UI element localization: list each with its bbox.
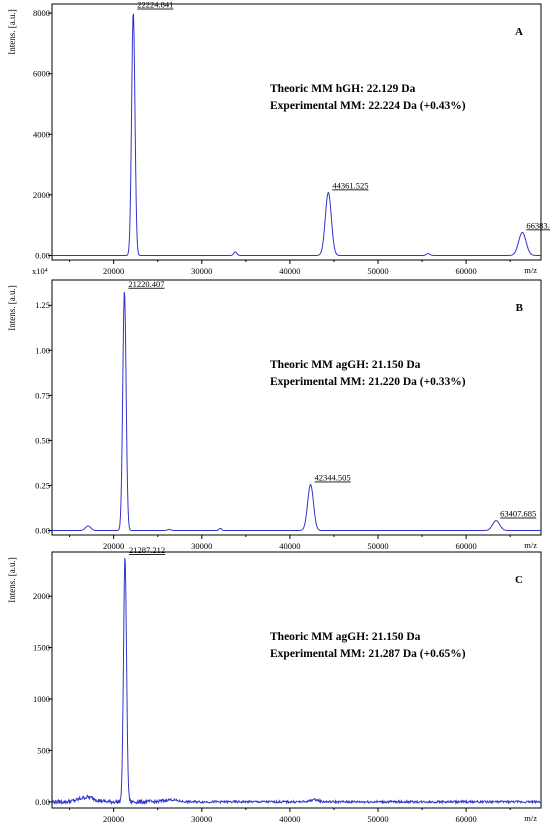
x-axis-label: m/z bbox=[524, 540, 537, 550]
mass-annotation: Experimental MM: 21.220 Da (+0.33%) bbox=[270, 376, 466, 388]
mass-annotation: Theoric MM hGH: 22.129 Da bbox=[270, 83, 416, 95]
y-tick-label: 4000 bbox=[33, 129, 50, 139]
x-tick-label: 50000 bbox=[367, 541, 388, 551]
y-tick-label: 1500 bbox=[33, 643, 50, 653]
x-tick-label: 40000 bbox=[279, 814, 300, 824]
y-tick-label: 1.25 bbox=[35, 300, 50, 310]
plot-frame bbox=[51, 279, 542, 536]
y-tick-label: 0.00 bbox=[35, 797, 50, 807]
x-tick-label: 30000 bbox=[191, 814, 212, 824]
y-exponent-label: x10⁴ bbox=[32, 266, 48, 276]
mass-annotation: Theoric MM agGH: 21.150 Da bbox=[270, 359, 421, 371]
spectrum-trace bbox=[52, 13, 541, 256]
y-tick-label: 500 bbox=[37, 745, 50, 755]
x-tick-label: 30000 bbox=[191, 266, 212, 276]
spectrum-panel-c: 20000 30000 40000 50000 60000 0.00 500 1000 1500… bbox=[7, 545, 542, 824]
peak-label: 44361.525 bbox=[332, 180, 368, 190]
x-tick-label: 30000 bbox=[191, 541, 212, 551]
x-tick-label: 50000 bbox=[367, 266, 388, 276]
x-tick-label: 20000 bbox=[103, 814, 124, 824]
y-tick-label: 0.75 bbox=[35, 390, 50, 400]
x-axis-label: m/z bbox=[524, 265, 537, 275]
y-tick-label: 0.25 bbox=[35, 480, 50, 490]
mass-annotation: Theoric MM agGH: 21.150 Da bbox=[270, 631, 421, 643]
x-tick-label: 50000 bbox=[367, 814, 388, 824]
peak-label: 21220.407 bbox=[128, 279, 164, 289]
y-axis-label: Intens. [a.u.] bbox=[7, 557, 17, 602]
y-tick-label: 2000 bbox=[33, 591, 50, 601]
spectrum-trace bbox=[51, 557, 542, 806]
mass-annotation: Experimental MM: 21.287 Da (+0.65%) bbox=[270, 648, 466, 660]
x-tick-label: 40000 bbox=[279, 541, 300, 551]
x-tick-label: 60000 bbox=[455, 814, 476, 824]
y-tick-label: 1.00 bbox=[35, 345, 50, 355]
panel-letter: A bbox=[515, 26, 523, 38]
spectrum-trace bbox=[52, 291, 541, 531]
y-axis-label: Intens. [a.u.] bbox=[7, 285, 17, 330]
panel-letter: B bbox=[516, 302, 524, 314]
y-tick-label: 0.00 bbox=[35, 525, 50, 535]
plot-frame bbox=[51, 551, 542, 809]
x-tick-label: 20000 bbox=[103, 266, 124, 276]
spectrum-panel-a: 20000 30000 40000 50000 60000 0.00 2000 4000 600… bbox=[7, 0, 550, 276]
peak-label: 42344.505 bbox=[315, 473, 351, 483]
x-tick-label: 60000 bbox=[455, 266, 476, 276]
y-tick-label: 1000 bbox=[33, 694, 50, 704]
y-tick-label: 0.50 bbox=[35, 435, 50, 445]
mass-annotation: Experimental MM: 22.224 Da (+0.43%) bbox=[270, 100, 466, 112]
x-axis-label: m/z bbox=[524, 813, 537, 823]
peak-label: 63407.685 bbox=[500, 509, 536, 519]
peak-label: 66383.299 bbox=[526, 220, 550, 230]
y-tick-label: 6000 bbox=[33, 69, 50, 79]
y-tick-label: 2000 bbox=[33, 190, 50, 200]
x-tick-label: 60000 bbox=[455, 541, 476, 551]
peak-label: 21287.212 bbox=[129, 545, 165, 555]
x-tick-label: 40000 bbox=[279, 266, 300, 276]
y-axis-label: Intens. [a.u.] bbox=[7, 9, 17, 54]
peak-label: 22224.841 bbox=[137, 0, 173, 10]
y-tick-label: 0.00 bbox=[35, 250, 50, 260]
plot-frame bbox=[51, 3, 542, 261]
panel-letter: C bbox=[515, 574, 523, 586]
spectrum-panel-b: 20000 30000 40000 50000 60000 0.00 0.25 0.50 0.7… bbox=[7, 266, 542, 551]
x-tick-label: 20000 bbox=[103, 541, 124, 551]
y-tick-label: 8000 bbox=[33, 8, 50, 18]
